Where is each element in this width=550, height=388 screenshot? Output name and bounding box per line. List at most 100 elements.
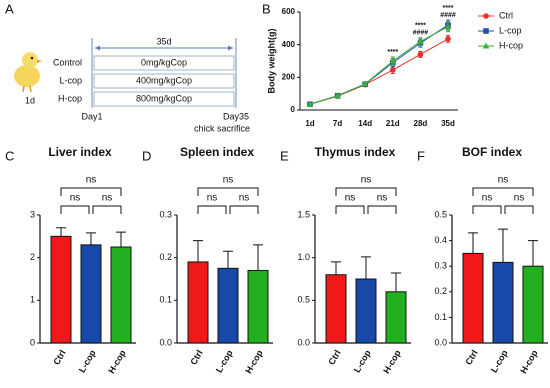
significance-label: ns (239, 193, 250, 204)
x-tick-label: H-cop (518, 348, 540, 376)
significance-label: ns (223, 175, 234, 186)
y-tick-label: 0.3 (159, 209, 172, 219)
bar (110, 246, 132, 344)
y-tick-label: 0.5 (297, 295, 310, 305)
marker (306, 100, 314, 107)
significance-bracket (229, 205, 259, 214)
significance-bracket (504, 205, 534, 214)
error-bar (528, 240, 538, 267)
marker (334, 92, 341, 99)
end-note: chick sacrifice (194, 123, 250, 133)
group-box (93, 55, 235, 71)
start-label: Day1 (81, 111, 102, 121)
y-tick-label: 2 (30, 252, 35, 262)
marker (483, 13, 489, 19)
legend-label: H-cop (499, 40, 523, 50)
x-tick-label: 1d (305, 119, 314, 128)
y-tick-label: 0.0 (159, 337, 172, 347)
bar (80, 244, 102, 344)
chart-title: Thymus index (315, 145, 396, 159)
error-bar (56, 227, 66, 237)
series-line (309, 38, 449, 105)
x-tick-label: L-cop (489, 348, 510, 375)
chart-title: Liver index (48, 145, 112, 159)
group-dose: 0mg/kgCop (141, 57, 187, 67)
y-tick-label: 0 (30, 337, 35, 347)
x-tick-label: H-cop (381, 348, 403, 376)
significance-bracket (335, 205, 365, 214)
significance-label: ns (207, 193, 218, 204)
x-tick-label: 21d (386, 119, 400, 128)
x-tick-label: 14d (358, 119, 372, 128)
significance-bracket (472, 187, 534, 196)
bar (50, 235, 72, 344)
marker (445, 36, 451, 42)
significance-label: ns (498, 175, 509, 186)
y-axis-label: Body weight(g) (266, 29, 276, 94)
significance-label: ns (345, 193, 356, 204)
significance-bracket (197, 205, 227, 214)
chart-title: Spleen index (180, 145, 254, 159)
bar (355, 278, 377, 344)
group-dose: 400mg/kgCop (136, 75, 192, 85)
y-tick-label: 0.1 (159, 295, 172, 305)
error-bar (331, 261, 341, 275)
significance-bracket (367, 205, 397, 214)
error-bar (193, 240, 203, 262)
significance-bracket (60, 205, 90, 214)
bar (462, 252, 484, 344)
series-line (309, 24, 449, 105)
x-tick-label: 28d (414, 119, 428, 128)
series-line (309, 26, 449, 105)
marker (417, 37, 424, 44)
chart-title: BOF index (462, 145, 522, 159)
significance-bracket (335, 187, 397, 196)
group-name: L-cop (59, 75, 82, 85)
significance-label: ns (377, 193, 388, 204)
significance-label: ns (86, 175, 97, 186)
bar (492, 261, 514, 344)
y-tick-label: 0.1 (434, 312, 447, 322)
legend-label: L-cop (499, 25, 522, 35)
error-bar (468, 232, 478, 254)
x-tick-label: Ctrl (51, 348, 67, 366)
end-label: Day35 (223, 111, 249, 121)
y-tick-label: 3 (30, 209, 35, 219)
x-tick-label: 7d (333, 119, 342, 128)
error-bar (361, 256, 371, 279)
significance-mark: **** (443, 5, 454, 12)
significance-label: ns (70, 193, 81, 204)
significance-bracket (60, 187, 122, 196)
significance-label: ns (102, 193, 113, 204)
y-tick-label: 1.0 (297, 252, 310, 262)
significance-bracket (92, 205, 122, 214)
x-tick-label: Ctrl (326, 348, 342, 366)
error-bar (86, 232, 96, 245)
significance-bracket (472, 205, 502, 214)
group-dose: 800mg/kgCop (136, 93, 192, 103)
y-tick-label: 0.2 (159, 252, 172, 262)
marker (361, 80, 369, 87)
y-tick-label: 400 (282, 40, 296, 49)
error-bar (116, 231, 126, 247)
bar (187, 261, 209, 344)
y-tick-label: 200 (282, 72, 296, 81)
x-tick-label: H-cop (106, 348, 128, 376)
bar (385, 291, 407, 344)
significance-label: ns (514, 193, 525, 204)
error-bar (391, 272, 401, 292)
error-bar (223, 250, 233, 269)
bar (325, 274, 347, 344)
marker (483, 28, 489, 34)
x-tick-label: L-cop (214, 348, 235, 375)
y-tick-label: 1 (30, 295, 35, 305)
bar (247, 269, 269, 344)
significance-mark: **** (387, 49, 398, 56)
period: 35d (156, 36, 171, 46)
panel-letter: E (280, 148, 289, 163)
significance-label: ns (361, 175, 372, 186)
start-age: 1d (25, 95, 35, 105)
significance-mark: **** (415, 23, 426, 30)
panel-letter: A (5, 1, 14, 16)
